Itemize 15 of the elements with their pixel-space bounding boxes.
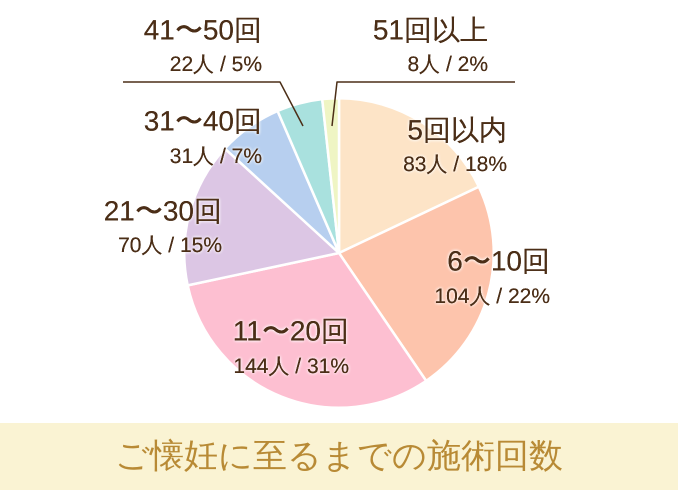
slice-label: 51回以上 (372, 14, 488, 46)
slice-label: 31〜40回 (144, 106, 262, 137)
data-label: 31人 / 7% (170, 144, 262, 168)
data-label: 83人 / 18% (403, 152, 507, 176)
slice-label: 11〜20回 (232, 316, 349, 347)
slice-label: 21〜30回 (104, 196, 222, 227)
data-label: 144人 / 31% (233, 354, 349, 378)
text: ご懐妊に至るまでの施術回数 (115, 438, 563, 474)
data-label: 22人 / 5% (170, 52, 262, 76)
slice-label: 41〜50回 (144, 14, 262, 46)
slice-label: 6〜10回 (447, 246, 550, 277)
data-label: 104人 / 22% (434, 284, 550, 308)
slice-label: 5回以内 (407, 114, 507, 146)
data-label: 70人 / 15% (118, 234, 222, 257)
data-label: 8人 / 2% (407, 52, 488, 76)
